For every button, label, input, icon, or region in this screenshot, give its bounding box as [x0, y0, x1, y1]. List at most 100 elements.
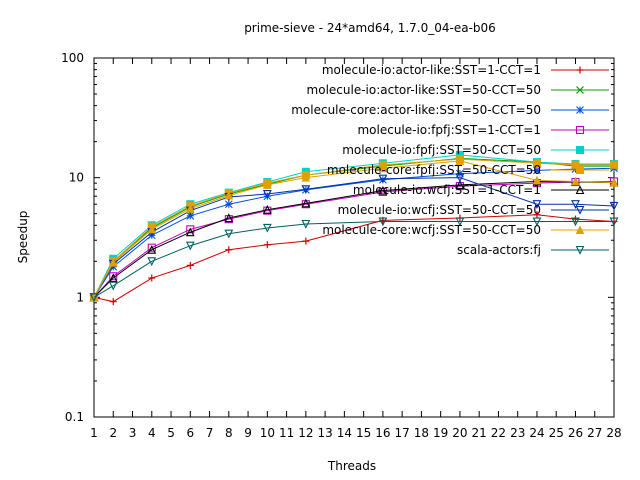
- series-line: [93, 214, 615, 303]
- data-point: [262, 189, 272, 199]
- legend-marker: [575, 205, 585, 215]
- legend-marker: [575, 245, 585, 255]
- data-point: [301, 186, 310, 194]
- series-10: [89, 217, 619, 303]
- data-point: [532, 175, 542, 185]
- legend-label: molecule-io:wcfj:SST=50-CCT=50: [338, 203, 541, 217]
- x-tick-label: 1: [90, 426, 98, 440]
- legend-label: molecule-io:wcfj:SST=1-CCT=1: [353, 183, 541, 197]
- data-point: [186, 261, 194, 269]
- legend-entry: scala-actors:fj: [457, 243, 609, 257]
- legend-label: molecule-core:actor-like:SST=50-CCT=50: [291, 103, 541, 117]
- legend-entry: molecule-io:actor-like:SST=1-CCT=1: [322, 63, 609, 77]
- data-point: [224, 213, 234, 223]
- x-tick-label: 18: [414, 426, 429, 440]
- data-point: [571, 160, 580, 169]
- x-tick-label: 17: [395, 426, 410, 440]
- data-point: [263, 241, 271, 249]
- legend-marker: [576, 146, 584, 154]
- x-tick-label: 22: [491, 426, 506, 440]
- data-point: [185, 204, 195, 213]
- data-point: [186, 211, 195, 220]
- x-tick-label: 9: [244, 426, 252, 440]
- legend-entry: molecule-core:actor-like:SST=50-CCT=50: [291, 103, 609, 117]
- legend-marker: [575, 225, 585, 234]
- data-point: [301, 173, 311, 182]
- legend-entry: molecule-io:fpfj:SST=1-CCT=1: [357, 123, 609, 137]
- series-line: [93, 180, 615, 298]
- x-tick-label: 24: [529, 426, 544, 440]
- legend-label: molecule-io:actor-like:SST=50-CCT=50: [307, 83, 541, 97]
- data-point: [108, 273, 118, 283]
- plot-area: 1 2 3 4 5 6 7 8 9 10 11 12 13 14 15 16 17 18 19 20 21 22 23 24 2…: [61, 51, 622, 440]
- legend-label: molecule-io:actor-like:SST=1-CCT=1: [322, 63, 541, 77]
- plot-frame: [93, 57, 615, 418]
- data-point: [571, 165, 580, 173]
- data-point: [533, 166, 541, 175]
- y-tick-label: 100: [61, 51, 84, 65]
- legend-label: molecule-io:fpfj:SST=50-CCT=50: [342, 143, 541, 157]
- x-tick-label: 28: [606, 426, 621, 440]
- data-point: [185, 227, 195, 237]
- series-line: [93, 154, 614, 298]
- legend-label: molecule-core:fpfj:SST=50-CCT=50: [327, 163, 541, 177]
- data-point: [532, 159, 541, 168]
- data-point: [379, 175, 387, 184]
- data-point: [378, 187, 387, 196]
- data-point: [224, 229, 234, 239]
- data-point: [532, 200, 542, 209]
- series-9: [89, 156, 619, 302]
- data-point: [609, 217, 619, 227]
- y-tick-label: 1: [76, 290, 84, 304]
- legend-entry: molecule-io:wcfj:SST=50-CCT=50: [338, 203, 609, 217]
- series-line: [93, 167, 615, 298]
- x-tick-label: 8: [225, 426, 233, 440]
- x-tick-label: 16: [375, 426, 390, 440]
- x-tick-label: 19: [433, 426, 448, 440]
- data-point: [455, 180, 465, 189]
- x-tick-label: 21: [472, 426, 487, 440]
- x-tick-label: 13: [317, 426, 332, 440]
- series-line: [93, 180, 615, 298]
- legend: molecule-io:actor-like:SST=1-CCT=1 molecu…: [291, 63, 609, 257]
- x-tick-label: 2: [109, 426, 117, 440]
- y-tick-label: 10: [69, 171, 84, 185]
- data-point: [378, 174, 388, 184]
- legend-entry: molecule-core:wcfj:SST=50-CCT=50: [322, 223, 609, 237]
- data-point: [532, 217, 542, 227]
- x-tick-label: 23: [510, 426, 525, 440]
- x-tick-label: 4: [148, 426, 156, 440]
- y-tick-label: 0.1: [65, 410, 84, 424]
- data-point: [378, 163, 388, 173]
- data-point: [533, 211, 541, 219]
- legend-marker: [576, 166, 584, 174]
- data-point: [108, 281, 118, 291]
- x-tick-label: 5: [167, 426, 175, 440]
- data-point: [186, 225, 195, 234]
- data-point: [302, 237, 310, 245]
- legend-label: molecule-io:fpfj:SST=1-CCT=1: [357, 123, 541, 137]
- data-point: [301, 198, 311, 208]
- legend-entry: molecule-io:actor-like:SST=50-CCT=50: [307, 83, 609, 97]
- x-tick-label: 26: [568, 426, 583, 440]
- data-point: [571, 217, 580, 227]
- legend-marker: [575, 125, 585, 135]
- data-point: [147, 257, 157, 267]
- data-point: [147, 244, 157, 254]
- legend-marker: [576, 66, 584, 74]
- data-point: [609, 201, 619, 211]
- data-point: [109, 272, 118, 281]
- data-point: [455, 173, 465, 183]
- data-point: [571, 176, 580, 186]
- x-axis-label: Threads: [327, 459, 376, 473]
- data-point: [224, 200, 233, 209]
- data-point: [301, 185, 311, 194]
- data-point: [263, 192, 272, 201]
- series-line: [93, 160, 615, 298]
- data-point: [262, 223, 272, 233]
- legend-entry: molecule-io:fpfj:SST=50-CCT=50: [342, 143, 609, 157]
- y-axis-label: Speedup: [16, 211, 30, 264]
- legend-label: scala-actors:fj: [457, 243, 541, 257]
- series-line: [93, 177, 615, 298]
- x-tick-label: 11: [279, 426, 294, 440]
